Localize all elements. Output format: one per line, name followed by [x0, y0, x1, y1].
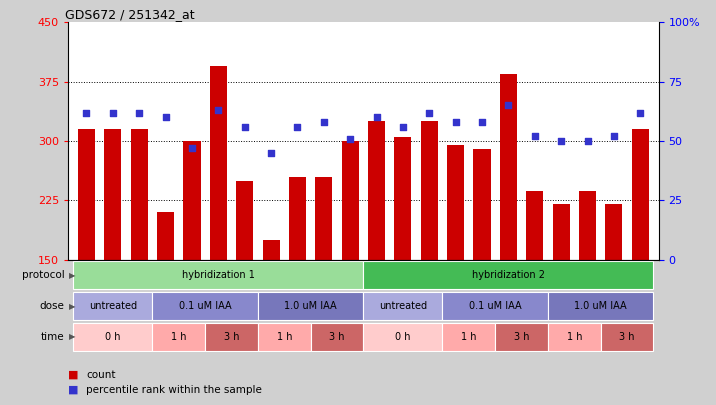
Point	[213, 107, 224, 113]
Bar	[526, 191, 543, 260]
Text: dose: dose	[39, 301, 64, 311]
Bar	[364, 261, 654, 289]
Bar	[73, 292, 153, 320]
Point	[424, 109, 435, 116]
Text: 0.1 uM IAA: 0.1 uM IAA	[469, 301, 521, 311]
Text: GDS672 / 251342_at: GDS672 / 251342_at	[65, 8, 195, 21]
Text: ▶: ▶	[69, 271, 76, 280]
Point	[133, 109, 145, 116]
Point	[371, 114, 382, 121]
Text: hybridization 1: hybridization 1	[182, 270, 255, 280]
Text: untreated: untreated	[89, 301, 137, 311]
Point	[397, 124, 409, 130]
Bar	[395, 137, 412, 260]
Bar	[236, 181, 253, 260]
Text: ■: ■	[68, 370, 79, 379]
Bar	[473, 149, 490, 260]
Text: 0 h: 0 h	[395, 332, 411, 342]
Point	[529, 133, 541, 139]
Bar	[105, 129, 122, 260]
Text: 3 h: 3 h	[619, 332, 635, 342]
Point	[450, 119, 461, 125]
Bar	[579, 191, 596, 260]
Point	[503, 102, 514, 109]
Bar	[289, 177, 306, 260]
Bar	[153, 323, 205, 351]
Text: hybridization 2: hybridization 2	[472, 270, 545, 280]
Bar	[73, 261, 364, 289]
Point	[291, 124, 303, 130]
Text: 0.1 uM IAA: 0.1 uM IAA	[179, 301, 231, 311]
Text: count: count	[86, 370, 115, 379]
Text: ▶: ▶	[69, 333, 76, 341]
Bar	[157, 212, 174, 260]
Text: 3 h: 3 h	[514, 332, 529, 342]
Bar	[78, 129, 95, 260]
Bar	[500, 74, 517, 260]
Bar	[447, 145, 464, 260]
Bar	[342, 141, 359, 260]
Bar	[315, 177, 332, 260]
Point	[186, 145, 198, 151]
Text: time: time	[41, 332, 64, 342]
Text: 1 h: 1 h	[171, 332, 187, 342]
Text: protocol: protocol	[21, 270, 64, 280]
Bar	[632, 129, 649, 260]
Bar	[548, 292, 654, 320]
Point	[107, 109, 119, 116]
Bar	[205, 323, 258, 351]
Bar	[605, 205, 622, 260]
Bar	[258, 292, 364, 320]
Text: percentile rank within the sample: percentile rank within the sample	[86, 385, 262, 394]
Bar	[153, 292, 258, 320]
Text: 1.0 uM IAA: 1.0 uM IAA	[284, 301, 337, 311]
Text: 0 h: 0 h	[105, 332, 120, 342]
Bar	[442, 292, 548, 320]
Point	[160, 114, 171, 121]
Text: 1 h: 1 h	[276, 332, 292, 342]
Bar	[421, 121, 438, 260]
Bar	[601, 323, 654, 351]
Bar	[364, 323, 442, 351]
Text: 1.0 uM IAA: 1.0 uM IAA	[574, 301, 627, 311]
Point	[81, 109, 92, 116]
Text: 3 h: 3 h	[224, 332, 239, 342]
Point	[556, 138, 567, 144]
Bar	[442, 323, 495, 351]
Point	[344, 135, 356, 142]
Point	[266, 149, 277, 156]
Bar	[183, 141, 200, 260]
Point	[608, 133, 619, 139]
Bar	[258, 323, 311, 351]
Text: 3 h: 3 h	[329, 332, 344, 342]
Text: ■: ■	[68, 385, 79, 394]
Text: untreated: untreated	[379, 301, 427, 311]
Text: ▶: ▶	[69, 302, 76, 311]
Point	[634, 109, 646, 116]
Bar	[210, 66, 227, 260]
Bar	[548, 323, 601, 351]
Bar	[553, 205, 570, 260]
Bar	[495, 323, 548, 351]
Bar	[311, 323, 364, 351]
Bar	[263, 240, 280, 260]
Bar	[368, 121, 385, 260]
Point	[582, 138, 594, 144]
Text: 1 h: 1 h	[566, 332, 582, 342]
Bar	[364, 292, 442, 320]
Point	[239, 124, 251, 130]
Point	[318, 119, 329, 125]
Text: 1 h: 1 h	[461, 332, 477, 342]
Point	[476, 119, 488, 125]
Bar	[73, 323, 153, 351]
Bar	[130, 129, 147, 260]
